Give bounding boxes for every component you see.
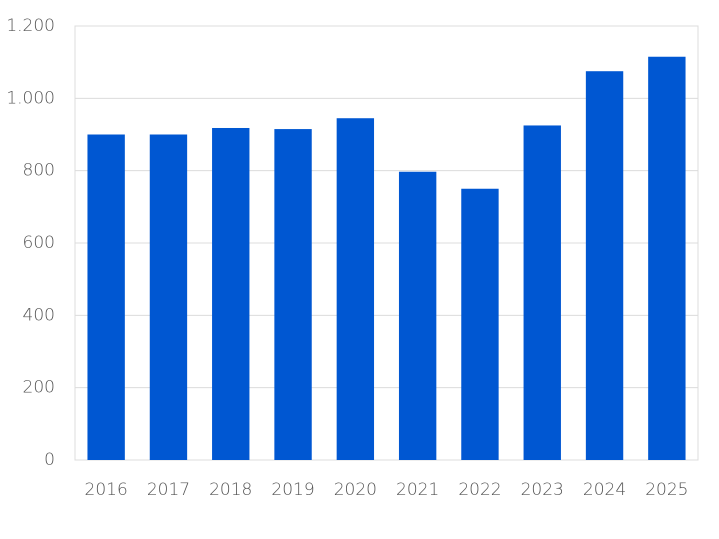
x-tick-label: 2017	[147, 480, 190, 500]
x-tick-label: 2018	[209, 480, 252, 500]
bar	[398, 171, 437, 461]
bar	[274, 129, 312, 460]
y-tick-label: 200	[23, 378, 55, 398]
x-tick-label: 2025	[645, 480, 688, 500]
y-tick-label: 600	[23, 233, 55, 253]
bar	[336, 118, 375, 460]
x-tick-label: 2023	[521, 480, 564, 500]
y-tick-label: 400	[23, 305, 55, 325]
bar	[87, 134, 125, 460]
x-tick-label: 2019	[271, 480, 314, 500]
y-tick-label: 1.200	[6, 16, 55, 36]
bar	[461, 188, 499, 460]
y-tick-label: 800	[23, 161, 55, 181]
y-tick-label: 1.000	[6, 88, 55, 108]
bar	[523, 125, 561, 460]
bar	[149, 134, 188, 460]
x-tick-label: 2021	[396, 480, 439, 500]
bar	[212, 127, 250, 461]
x-tick-label: 2024	[583, 480, 626, 500]
x-tick-label: 2020	[334, 480, 377, 500]
x-tick-label: 2022	[458, 480, 501, 500]
bar	[648, 56, 686, 460]
y-tick-label: 0	[44, 450, 55, 470]
x-tick-label: 2016	[85, 480, 128, 500]
bar	[585, 71, 624, 460]
